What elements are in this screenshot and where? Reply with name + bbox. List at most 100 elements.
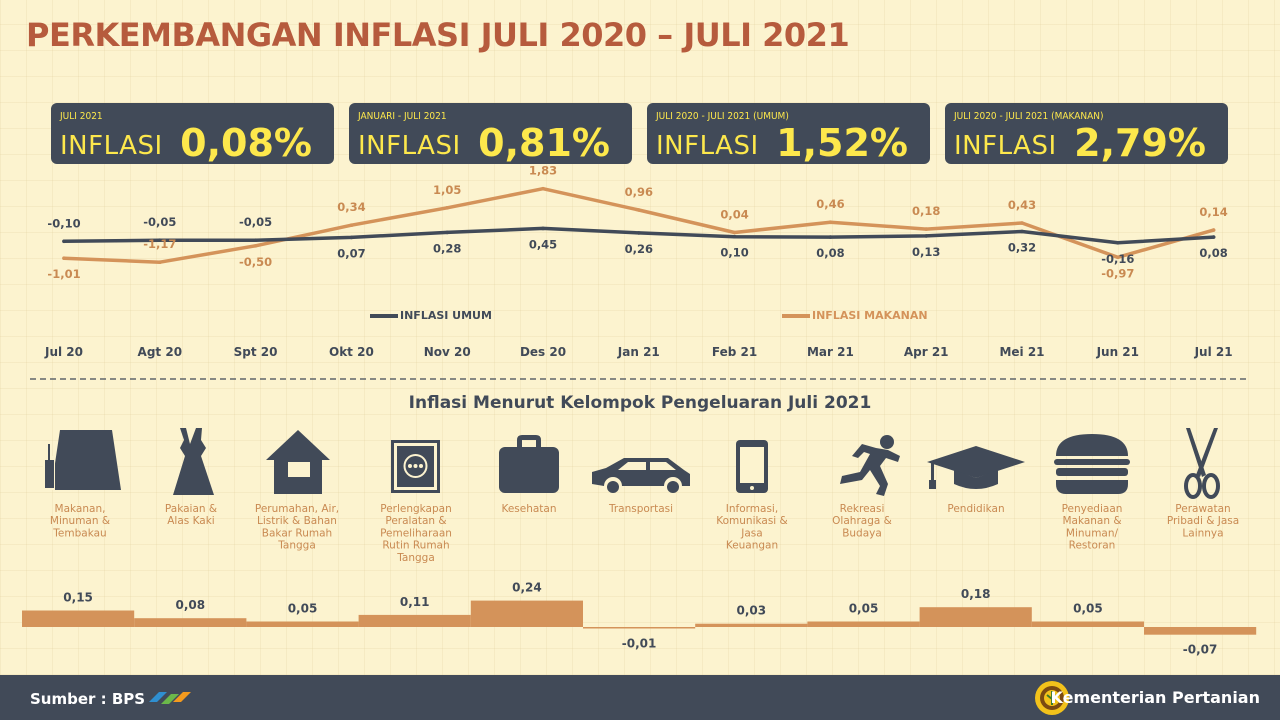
x-tick-label: Okt 20: [329, 345, 374, 359]
category-label: Komunikasi &: [716, 515, 788, 527]
category-label: Olahraga &: [832, 515, 892, 527]
bar: [695, 623, 808, 627]
data-label-makanan: -0,97: [1101, 266, 1134, 280]
category-label: Pribadi & Jasa: [1167, 515, 1239, 527]
data-label-umum: -0,10: [47, 216, 80, 230]
card-label: INFLASI: [954, 131, 1057, 161]
data-point-umum: [1116, 241, 1120, 245]
card-label: INFLASI: [656, 131, 759, 161]
data-label-umum: 0,07: [337, 246, 365, 260]
card-value: 1,52%: [776, 121, 908, 165]
x-tick-label: Mar 21: [807, 345, 854, 359]
bar-value-label: 0,08: [175, 598, 205, 612]
bar: [470, 600, 583, 627]
category-label: Lainnya: [1182, 527, 1223, 539]
data-label-makanan: 1,83: [529, 164, 557, 178]
data-point-makanan: [924, 227, 928, 231]
phone-icon: [736, 440, 768, 493]
data-point-makanan: [445, 206, 450, 210]
graduation-cap-icon: [927, 446, 1025, 489]
x-tick-label: Apr 21: [904, 345, 949, 359]
category-label: Bakar Rumah: [262, 527, 332, 539]
food-basket-icon: [43, 430, 121, 490]
card-label: INFLASI: [358, 131, 461, 161]
category-label: Rekreasi: [840, 503, 885, 515]
data-label-umum: 0,08: [816, 246, 844, 260]
bar-value-label: 0,24: [512, 581, 542, 595]
ministry-name: Kementerian Pertanian: [1050, 688, 1261, 707]
bar-value-label: 0,05: [288, 602, 318, 616]
data-label-makanan: 0,18: [912, 204, 940, 218]
data-label-makanan: 0,46: [816, 197, 844, 211]
car-icon: [592, 458, 690, 493]
data-point-makanan: [828, 220, 833, 224]
data-point-makanan: [1211, 228, 1216, 232]
data-point-umum: [637, 231, 641, 235]
runner-icon: [840, 435, 900, 496]
bar: [1144, 627, 1257, 635]
category-label: Keuangan: [726, 540, 778, 552]
data-label-makanan: 0,34: [337, 200, 365, 214]
category-label: Makanan,: [55, 503, 106, 515]
data-point-umum: [828, 235, 833, 239]
category-label: Listrik & Bahan: [257, 515, 337, 527]
card-value: 2,79%: [1074, 121, 1206, 165]
data-label-makanan: 1,05: [433, 183, 461, 197]
data-point-umum: [253, 238, 258, 242]
card-label: INFLASI: [60, 131, 163, 161]
bar: [246, 621, 359, 627]
data-label-umum: 0,10: [720, 246, 748, 260]
data-point-umum: [445, 230, 450, 235]
page-title: PERKEMBANGAN INFLASI JULI 2020 – JULI 20…: [26, 16, 850, 54]
data-point-umum: [349, 235, 354, 240]
bps-logo-icon: [149, 692, 191, 704]
source-text: Sumber : BPS: [30, 690, 146, 708]
x-tick-label: Agt 20: [138, 345, 183, 359]
category-label: Perlengkapan: [380, 503, 452, 515]
x-tick-label: Jul 20: [44, 345, 83, 359]
data-label-makanan: 0,43: [1008, 198, 1036, 212]
data-point-makanan: [158, 260, 162, 265]
category-label: Tangga: [396, 552, 435, 564]
category-label: Minuman/: [1066, 527, 1119, 539]
legend-umum-label: INFLASI UMUM: [400, 309, 492, 322]
briefcase-icon: [499, 435, 559, 493]
inflation-card-yoy-makanan: JULI 2020 - JULI 2021 (MAKANAN) INFLASI …: [945, 103, 1228, 165]
inflation-chart: -0,10 -0,05 -0,05 0,07 0,28 0,45 0,26 0,10 0,08 0…: [22, 164, 1257, 657]
data-label-umum: 0,08: [1199, 246, 1227, 260]
bar: [807, 621, 920, 627]
category-label: Makanan &: [1062, 515, 1121, 527]
category-label: Informasi,: [726, 503, 778, 515]
data-label-makanan: -0,50: [239, 255, 272, 269]
kementan-logo-icon: [1035, 681, 1069, 715]
category-label: Tembakau: [52, 527, 106, 539]
x-tick-label: Feb 21: [712, 345, 757, 359]
category-label: Penyediaan: [1062, 503, 1123, 515]
data-label-makanan: 0,14: [1199, 205, 1227, 219]
data-point-makanan: [732, 230, 737, 235]
category-label: Pemeliharaan: [380, 527, 452, 539]
category-label: Peralatan &: [385, 515, 446, 527]
bar-value-label: 0,15: [63, 591, 93, 605]
card-subtitle: JULI 2020 - JULI 2021 (UMUM): [656, 111, 789, 122]
data-label-umum: -0,05: [239, 215, 272, 229]
house-icon: [266, 430, 330, 494]
bar-value-label: 0,03: [736, 604, 766, 618]
data-label-umum: 0,32: [1008, 241, 1036, 255]
data-label-umum: 0,13: [912, 245, 940, 259]
legend-makanan-label: INFLASI MAKANAN: [812, 309, 928, 322]
data-point-makanan: [349, 223, 354, 227]
bar: [919, 607, 1032, 627]
data-label-umum: 0,45: [529, 237, 557, 251]
x-tick-label: Mei 21: [999, 345, 1044, 359]
bar: [1031, 621, 1144, 627]
bar: [22, 610, 135, 627]
inflation-card-juli-2021: JULI 2021 INFLASI 0,08%: [51, 103, 334, 165]
bar-value-label: 0,05: [1073, 602, 1103, 616]
x-tick-label: Des 20: [520, 345, 566, 359]
bar: [358, 614, 471, 627]
inflation-card-yoy-umum: JULI 2020 - JULI 2021 (UMUM) INFLASI 1,5…: [647, 103, 930, 165]
data-label-makanan: -1,01: [47, 267, 80, 281]
category-label: Budaya: [842, 527, 882, 539]
category-label: Pendidikan: [947, 503, 1004, 515]
